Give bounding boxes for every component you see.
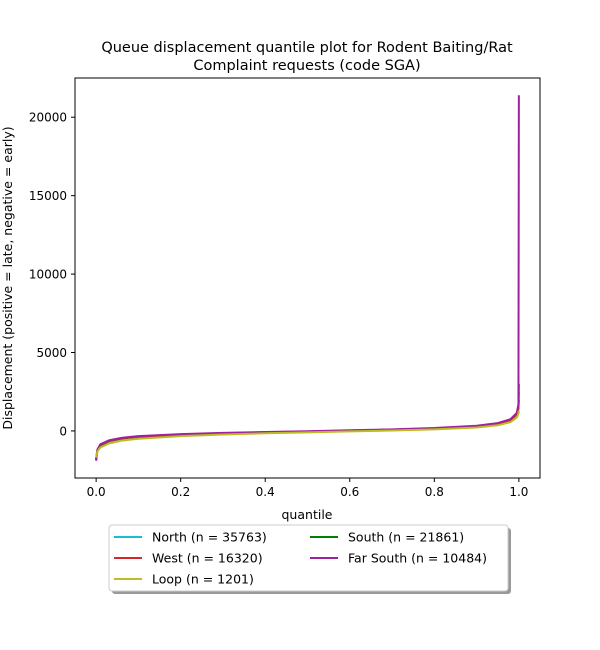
legend-box — [108, 524, 509, 592]
legend-entry: Loop (n = 1201) — [114, 572, 254, 587]
legend-entry: North (n = 35763) — [114, 530, 267, 545]
series-layer — [95, 95, 520, 461]
legend-label: North (n = 35763) — [152, 530, 267, 545]
legend-label: South (n = 21861) — [348, 530, 464, 545]
legend-label: Far South (n = 10484) — [348, 551, 487, 566]
x-axis-ticks: 0.0 0.2 0.4 0.6 0.8 1.0 — [87, 478, 528, 499]
chart-title-line-1: Queue displacement quantile plot for Rod… — [101, 40, 513, 56]
legend-entry: West (n = 16320) — [114, 551, 263, 566]
series-line-4 — [95, 410, 520, 458]
y-axis-label: Displacement (positive = late, negative … — [0, 126, 15, 429]
series-line-3 — [95, 95, 520, 461]
x-tick-label: 0.8 — [425, 485, 444, 499]
y-tick-label: 0 — [59, 424, 67, 438]
x-tick-label: 0.2 — [171, 485, 190, 499]
plot-frame — [74, 77, 541, 479]
legend: North (n = 35763) West (n = 16320) Loop (n… — [108, 524, 511, 594]
x-tick-label: 0.6 — [340, 485, 359, 499]
chart-title-line-2: Complaint requests (code SGA) — [193, 58, 420, 74]
legend-entry: South (n = 21861) — [310, 530, 464, 545]
x-axis-label: quantile — [282, 507, 333, 522]
y-tick-label: 15000 — [29, 189, 67, 203]
y-axis-ticks: 0 5000 10000 15000 20000 — [29, 111, 75, 438]
legend-entry: Far South (n = 10484) — [310, 551, 487, 566]
y-tick-label: 20000 — [29, 111, 67, 125]
x-tick-label: 0.0 — [87, 485, 106, 499]
x-tick-label: 1.0 — [509, 485, 528, 499]
legend-label: West (n = 16320) — [152, 551, 263, 566]
x-tick-label: 0.4 — [256, 485, 275, 499]
legend-label: Loop (n = 1201) — [152, 572, 254, 587]
y-tick-label: 5000 — [36, 346, 67, 360]
y-tick-label: 10000 — [29, 268, 67, 282]
